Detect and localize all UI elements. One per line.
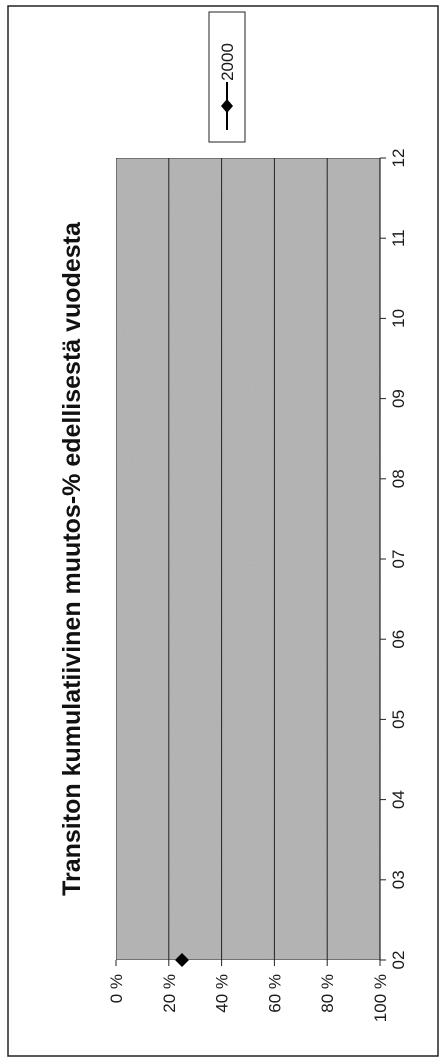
y-tick-label: 100 %	[371, 974, 390, 1022]
x-tick-label: 08	[389, 469, 408, 488]
series-layer	[175, 953, 189, 967]
x-tick-label: 11	[389, 229, 408, 247]
y-tick-label: 20 %	[160, 974, 179, 1013]
legend: 2000	[208, 11, 246, 143]
legend-label-2000: 2000	[218, 43, 237, 81]
y-tick-label: 80 %	[318, 974, 337, 1013]
x-axis-ticks: 02 03 04 05 06 07 08 09 10 11 12	[379, 149, 408, 970]
x-tick-label: 09	[389, 389, 408, 408]
data-point-marker	[175, 953, 189, 967]
x-tick-label: 07	[389, 550, 408, 569]
x-tick-label: 12	[389, 149, 408, 168]
chart-frame	[7, 5, 439, 1057]
plot-area	[115, 157, 381, 961]
y-tick-label: 40 %	[213, 974, 232, 1013]
chart-title: Transiton kumulatiivinen muutos-% edelli…	[58, 221, 86, 896]
x-tick-label: 06	[389, 630, 408, 649]
x-tick-label: 03	[389, 870, 408, 889]
y-tick-label: 60 %	[265, 974, 284, 1013]
y-tick-label: 0 %	[107, 974, 126, 1003]
x-tick-label: 02	[389, 951, 408, 970]
x-tick-label: 05	[389, 710, 408, 729]
x-tick-label: 10	[389, 309, 408, 328]
gridlines	[168, 158, 328, 960]
y-axis-ticks: 0 % 20 % 40 % 60 % 80 % 100 %	[107, 960, 390, 1022]
x-tick-label: 04	[389, 790, 408, 809]
legend-diamond-marker	[221, 99, 233, 113]
